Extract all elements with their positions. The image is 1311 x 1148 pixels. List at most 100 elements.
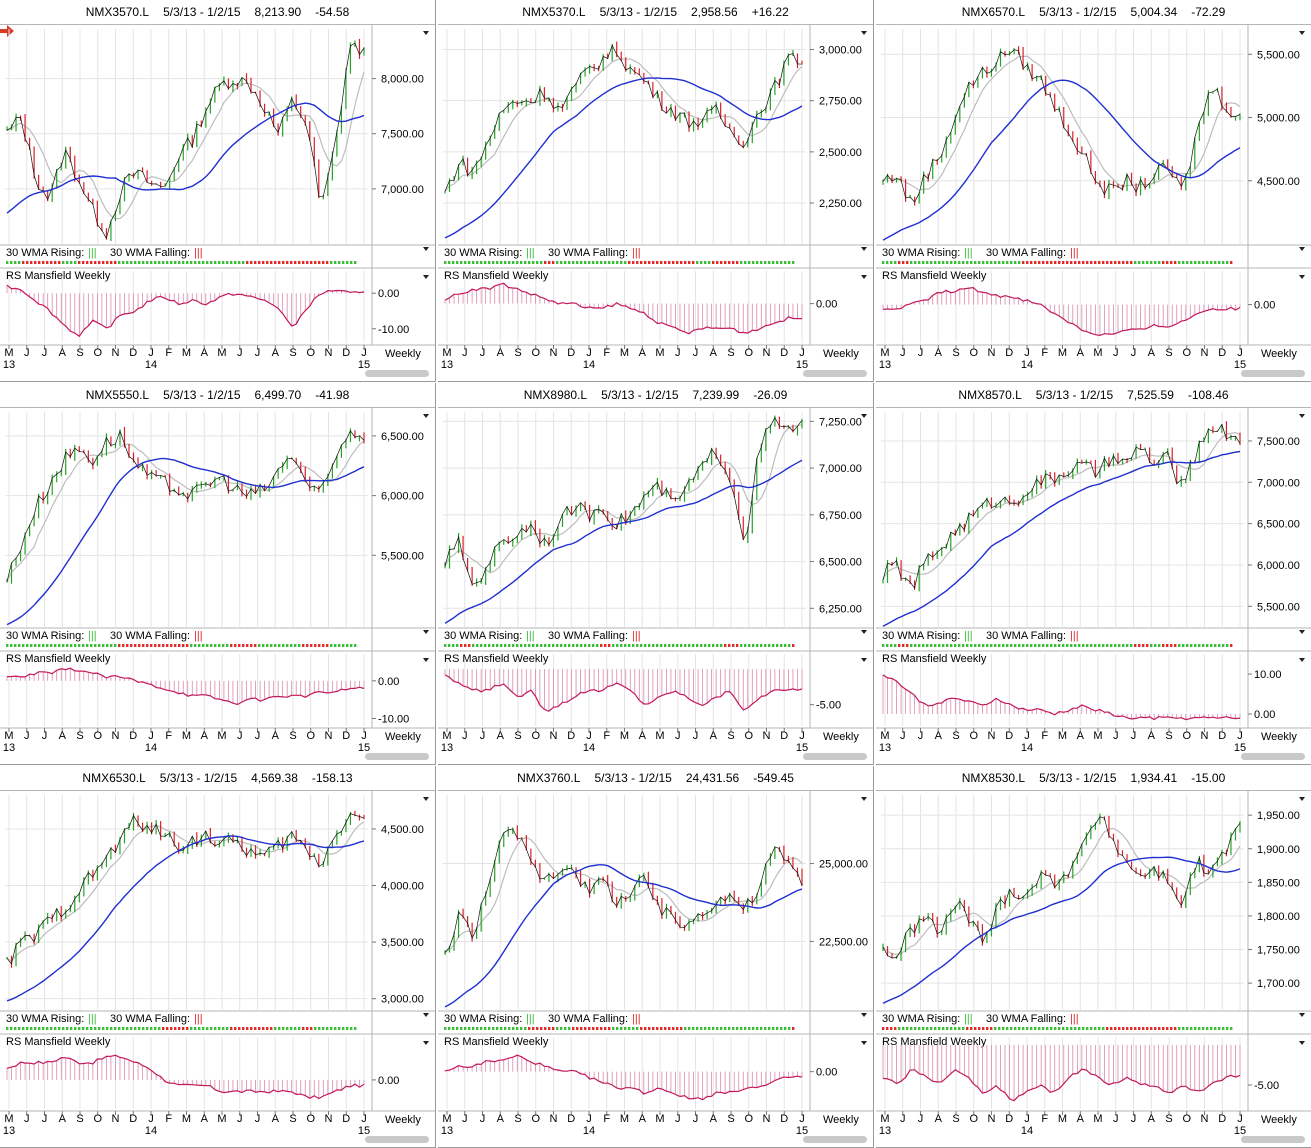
wma-status-dot	[604, 261, 607, 264]
wma-status-dot	[310, 261, 313, 264]
wma-rising-mark: |||	[88, 247, 97, 259]
wma-status-dot	[1118, 1027, 1121, 1030]
chart-panel[interactable]: NMX3570.L 5/3/13 - 1/2/15 8,213.90 -54.58 7,…	[0, 0, 436, 382]
scrollbar[interactable]	[803, 753, 867, 760]
dropdown-icon[interactable]	[1299, 414, 1305, 418]
dropdown-icon[interactable]	[1299, 1041, 1305, 1045]
month-tick-label: O	[969, 1113, 978, 1125]
dropdown-icon[interactable]	[861, 658, 867, 662]
dropdown-icon[interactable]	[861, 630, 867, 634]
year-tick-label: 14	[145, 742, 157, 754]
scrollbar[interactable]	[803, 1136, 867, 1143]
dropdown-icon[interactable]	[861, 1041, 867, 1045]
ma30-line	[882, 450, 1241, 627]
ma10-line	[882, 431, 1241, 581]
wma-status-dot	[708, 261, 711, 264]
wma-status-dot	[692, 1027, 695, 1030]
y-tick-label: 1,850.00	[1257, 877, 1300, 889]
y-tick-label: 4,000.00	[381, 881, 424, 893]
wma-status-dot	[50, 261, 53, 264]
dropdown-icon[interactable]	[423, 1041, 429, 1045]
dropdown-icon[interactable]	[423, 247, 429, 251]
scrollbar[interactable]	[803, 370, 867, 377]
chart-panel[interactable]: NMX6530.L 5/3/13 - 1/2/15 4,569.38 -158.13 3…	[0, 766, 436, 1148]
dropdown-icon[interactable]	[423, 275, 429, 279]
dropdown-icon[interactable]	[861, 414, 867, 418]
chart-panel[interactable]: NMX8980.L 5/3/13 - 1/2/15 7,239.99 -26.09 6,…	[438, 383, 874, 765]
scrollbar[interactable]	[1241, 753, 1305, 760]
scrollbar[interactable]	[365, 1136, 429, 1143]
wma-status-dot	[792, 644, 795, 647]
wma-status-dot	[242, 261, 245, 264]
wma-status-dot	[788, 261, 791, 264]
wma-status-dot	[752, 644, 755, 647]
wma-status-dot	[1078, 644, 1081, 647]
wma-status-dot	[166, 1027, 169, 1030]
scrollbar[interactable]	[365, 370, 429, 377]
chart-panel[interactable]: NMX5550.L 5/3/13 - 1/2/15 6,499.70 -41.98 5,…	[0, 383, 436, 765]
chart-panel[interactable]: NMX5370.L 5/3/13 - 1/2/15 2,958.56 +16.22 2,…	[438, 0, 874, 382]
wma-status-dot	[1146, 261, 1149, 264]
wma-status-dot	[1074, 261, 1077, 264]
wma-status-dot	[38, 1027, 41, 1030]
dropdown-icon[interactable]	[861, 31, 867, 35]
dropdown-icon[interactable]	[1299, 275, 1305, 279]
wma-status-dot	[752, 1027, 755, 1030]
symbol: NMX8530.L	[961, 771, 1026, 785]
scrollbar[interactable]	[365, 753, 429, 760]
wma-status-dot	[270, 1027, 273, 1030]
year-tick-label: 13	[879, 1125, 891, 1137]
dropdown-icon[interactable]	[423, 630, 429, 634]
wma-status-dot	[1054, 1027, 1057, 1030]
chart-panel[interactable]: NMX3760.L 5/3/13 - 1/2/15 24,431.56 -549.45…	[438, 766, 874, 1148]
year-tick-label: 13	[3, 742, 15, 754]
dropdown-icon[interactable]	[861, 247, 867, 251]
wma-status-dot	[294, 1027, 297, 1030]
dropdown-icon[interactable]	[423, 797, 429, 801]
chart-panel[interactable]: NMX6570.L 5/3/13 - 1/2/15 5,004.34 -72.29 4,…	[876, 0, 1311, 382]
price-line	[882, 816, 1241, 959]
wma-status-dot	[560, 644, 563, 647]
chart-panel[interactable]: NMX8530.L 5/3/13 - 1/2/15 1,934.41 -15.00 1,…	[876, 766, 1311, 1148]
wma-status-dot	[564, 261, 567, 264]
wma-status-dot	[906, 1027, 909, 1030]
month-tick-label: F	[165, 1113, 172, 1125]
scrollbar[interactable]	[1241, 1136, 1305, 1143]
dropdown-icon[interactable]	[1299, 797, 1305, 801]
wma-status-dot	[1222, 261, 1225, 264]
wma-status-dot	[254, 261, 257, 264]
y-tick-label: 6,500.00	[819, 557, 862, 569]
wma-status-dot	[1110, 644, 1113, 647]
dropdown-icon[interactable]	[1299, 31, 1305, 35]
dropdown-icon[interactable]	[423, 414, 429, 418]
dropdown-icon[interactable]	[423, 658, 429, 662]
wma-status-dot	[464, 644, 467, 647]
weekly-label: Weekly	[823, 1114, 859, 1126]
month-tick-label: M	[1093, 347, 1102, 359]
dropdown-icon[interactable]	[1299, 247, 1305, 251]
wma-status-dot	[114, 261, 117, 264]
dropdown-icon[interactable]	[861, 1013, 867, 1017]
wma-status-dot	[102, 1027, 105, 1030]
year-tick-label: 13	[3, 359, 15, 371]
wma-status-dot	[1134, 644, 1137, 647]
month-tick-label: J	[462, 1113, 468, 1125]
month-tick-label: O	[969, 347, 978, 359]
dropdown-icon[interactable]	[1299, 1013, 1305, 1017]
dropdown-icon[interactable]	[423, 31, 429, 35]
wma-status-dot	[126, 644, 129, 647]
year-tick-label: 15	[358, 742, 370, 754]
dropdown-icon[interactable]	[861, 275, 867, 279]
dropdown-icon[interactable]	[861, 797, 867, 801]
dropdown-icon[interactable]	[1299, 658, 1305, 662]
wma-status-dot	[342, 1027, 345, 1030]
month-tick-label: D	[567, 347, 575, 359]
dropdown-icon[interactable]	[423, 1013, 429, 1017]
wma-status-dot	[322, 261, 325, 264]
scrollbar[interactable]	[1241, 370, 1305, 377]
wma-status-dot	[950, 644, 953, 647]
ma30-line	[444, 459, 803, 624]
chart-panel[interactable]: NMX8570.L 5/3/13 - 1/2/15 7,525.59 -108.46 5…	[876, 383, 1311, 765]
arrow-right-icon[interactable]	[0, 25, 14, 37]
dropdown-icon[interactable]	[1299, 630, 1305, 634]
